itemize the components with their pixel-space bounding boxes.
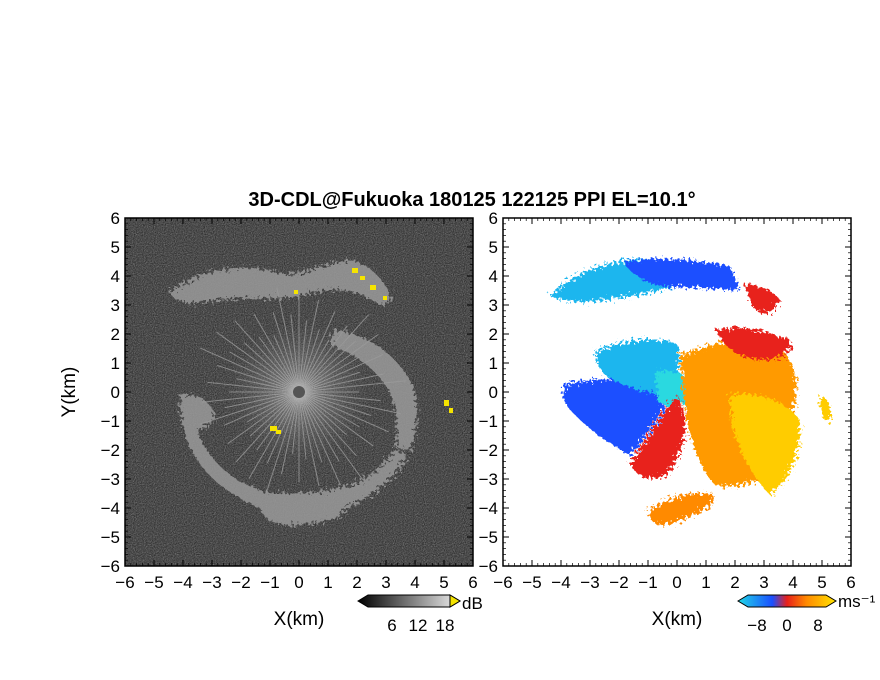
velocity-colorbar-tick-0: 0 (782, 616, 791, 635)
left-x-tick-label: 6 (468, 573, 477, 592)
southeast-red-region (630, 395, 685, 480)
velocity-colorbar: ms⁻¹ −8 0 8 (737, 592, 876, 635)
right-x-axis-label: X(km) (652, 609, 703, 630)
right-x-tick-label: −3 (580, 573, 599, 592)
west-echo-patch (180, 394, 215, 429)
left-x-tick-label: 5 (439, 573, 448, 592)
left-y-tick-label: −5 (101, 528, 120, 547)
velocity-colorbar-bar (737, 594, 837, 608)
reflectivity-colorbar-unit: dB (462, 594, 483, 613)
velocity-colorbar-unit: ms⁻¹ (838, 592, 876, 611)
left-x-axis-label: X(km) (274, 609, 325, 630)
left-x-tick-label: 4 (410, 573, 419, 592)
far-east-yellow-patch (820, 397, 831, 422)
right-panel (502, 217, 852, 567)
right-y-tick-label: 1 (489, 354, 498, 373)
left-axes: −6 −5 −4 −3 −2 −1 0 1 2 3 4 5 6 −6 −5 −4 −3 −2 −1 0 1 2 3 4 5 6 (101, 209, 478, 592)
left-y-tick-label: 2 (111, 325, 120, 344)
right-axes: −6 −5 −4 −3 −2 −1 0 1 2 3 4 5 6 −6 −5 −4 −3 −2 −1 0 1 2 3 4 5 6 (479, 209, 856, 592)
left-x-tick-label: −5 (144, 573, 163, 592)
right-y-tick-label: 6 (489, 209, 498, 228)
reflectivity-colorbar-tick-6: 6 (387, 616, 396, 635)
right-y-tick-label: 0 (489, 383, 498, 402)
left-y-tick-label: 1 (111, 354, 120, 373)
left-x-tick-label: −6 (115, 573, 134, 592)
radar-site-marker (293, 386, 305, 398)
right-y-tick-label: 2 (489, 325, 498, 344)
left-y-tick-label: 4 (111, 267, 120, 286)
right-x-tick-label: 0 (672, 573, 681, 592)
left-x-tick-label: 2 (352, 573, 361, 592)
north-echo-band (170, 260, 392, 305)
left-y-tick-label: −4 (101, 499, 120, 518)
north-band-blue (625, 258, 740, 290)
reflectivity-colorbar-end (449, 594, 461, 608)
reflectivity-colorbar: dB 6 12 18 (357, 594, 483, 635)
right-x-tick-label: −2 (609, 573, 628, 592)
west-blue-region (563, 378, 675, 455)
left-x-tick-label: 1 (323, 573, 332, 592)
right-y-tick-label: −1 (479, 412, 498, 431)
left-x-tick-label: −4 (173, 573, 192, 592)
left-echo-field (170, 260, 453, 525)
left-y-tick-label: 6 (111, 209, 120, 228)
right-x-tick-label: 6 (846, 573, 855, 592)
right-x-tick-label: −6 (493, 573, 512, 592)
velocity-colorbar-tick-8: 8 (813, 616, 822, 635)
right-x-tick-label: 3 (759, 573, 768, 592)
left-panel (124, 217, 474, 567)
right-x-tick-label: −5 (522, 573, 541, 592)
right-y-tick-label: −2 (479, 441, 498, 460)
right-x-tick-label: −4 (551, 573, 570, 592)
left-y-tick-label: −6 (101, 557, 120, 576)
right-y-tick-label: −5 (479, 528, 498, 547)
reflectivity-colorbar-tick-18: 18 (436, 616, 455, 635)
south-orange-band (648, 493, 715, 525)
left-x-tick-label: 0 (294, 573, 303, 592)
right-y-tick-label: −6 (479, 557, 498, 576)
left-y-tick-label: −3 (101, 470, 120, 489)
east-echo-arc (330, 330, 417, 450)
left-x-tick-label: −2 (231, 573, 250, 592)
right-x-tick-label: −1 (638, 573, 657, 592)
southwest-echo-patch (260, 485, 350, 525)
right-x-tick-label: 5 (817, 573, 826, 592)
left-y-tick-label: 0 (111, 383, 120, 402)
right-velocity-field (550, 258, 831, 525)
east-yellow-region (730, 393, 801, 495)
left-x-tick-label: −1 (260, 573, 279, 592)
right-y-tick-label: 3 (489, 296, 498, 315)
right-y-tick-label: 4 (489, 267, 498, 286)
chart-title: 3D-CDL@Fukuoka 180125 122125 PPI EL=10.1… (248, 189, 695, 211)
right-y-tick-label: −3 (479, 470, 498, 489)
velocity-colorbar-tick-minus8: −8 (747, 616, 766, 635)
left-y-tick-label: 3 (111, 296, 120, 315)
left-x-tick-label: −3 (202, 573, 221, 592)
yellow-echo-specks (270, 268, 453, 434)
left-y-tick-label: 5 (111, 238, 120, 257)
right-y-tick-label: 5 (489, 238, 498, 257)
right-x-tick-label: 1 (701, 573, 710, 592)
north-band-red (745, 284, 780, 314)
south-echo-ring (180, 400, 408, 516)
left-x-tick-label: 3 (381, 573, 390, 592)
right-x-tick-label: 2 (730, 573, 739, 592)
right-y-tick-label: −4 (479, 499, 498, 518)
reflectivity-colorbar-tick-12: 12 (409, 616, 428, 635)
right-x-tick-label: 4 (788, 573, 797, 592)
northeast-red-region (716, 327, 791, 360)
left-y-tick-label: −1 (101, 412, 120, 431)
left-y-tick-label: −2 (101, 441, 120, 460)
reflectivity-colorbar-bar (357, 594, 461, 608)
y-axis-label: Y(km) (59, 367, 80, 418)
